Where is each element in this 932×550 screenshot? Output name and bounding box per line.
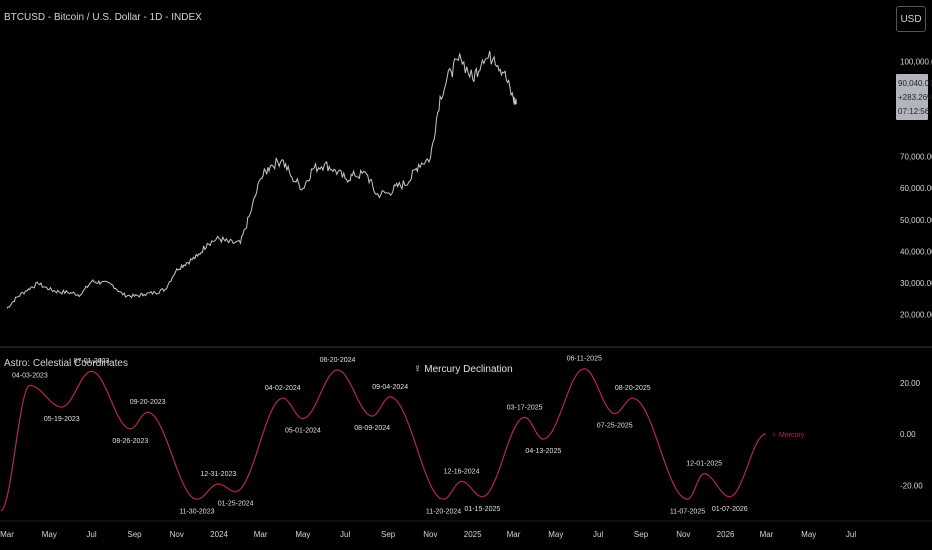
price-tick-label: 50,000.00 — [900, 216, 932, 225]
extremum-label: 12-01-2025 — [686, 461, 722, 468]
x-tick-label: Sep — [634, 530, 649, 539]
x-tick-label: May — [801, 530, 816, 539]
series-end-label: ☿ Mercury — [772, 432, 805, 439]
extremum-label: 04-03-2023 — [12, 372, 48, 379]
x-tick-label: May — [42, 530, 57, 539]
price-tick-label: 70,000.00 — [900, 153, 932, 162]
x-tick-label: 2024 — [210, 530, 228, 539]
extremum-label: 09-20-2023 — [130, 399, 166, 406]
extremum-label: 08-20-2025 — [615, 385, 651, 392]
x-tick-label: 2025 — [464, 530, 482, 539]
extremum-label: 01-07-2026 — [712, 506, 748, 513]
indicator-tick-label: -20.00 — [900, 481, 923, 490]
x-tick-label: Nov — [676, 530, 690, 539]
extremum-label: 11-30-2023 — [179, 508, 214, 515]
extremum-label: 04-13-2025 — [525, 448, 561, 455]
x-tick-label: Jul — [86, 530, 96, 539]
price-tick-label: 20,000.00 — [900, 311, 932, 320]
x-tick-label: May — [295, 530, 310, 539]
indicator-tick-label: 20.00 — [900, 379, 921, 388]
price-badge-box — [896, 74, 928, 120]
indicator-name: ☿ Mercury Declination — [414, 364, 513, 375]
extremum-label: 07-01-2023 — [74, 358, 110, 365]
price-tick-label: 30,000.00 — [900, 279, 932, 288]
price-tick-label: 40,000.00 — [900, 247, 932, 256]
price-badge-change: +283.26% — [898, 93, 932, 102]
extremum-label: 07-25-2025 — [597, 423, 633, 430]
extremum-label: 12-31-2023 — [200, 471, 236, 478]
extremum-label: 03-17-2025 — [507, 404, 543, 411]
price-badge-price: 90,040.01 — [898, 79, 932, 88]
indicator-series-line — [0, 368, 766, 512]
price-badge: 90,040.01 +283.26% 07:12:56 — [896, 74, 932, 120]
indicator-pane: 04-03-2023 05-19-2023 07-01-2023 08-26-2023… — [0, 356, 805, 515]
extremum-label: 11-20-2024 — [426, 508, 461, 515]
extremum-label: 12-16-2024 — [444, 468, 480, 475]
x-tick-label: Mar — [254, 530, 268, 539]
extremum-label: 08-09-2024 — [354, 425, 390, 432]
extremum-label: 05-01-2024 — [285, 428, 321, 435]
indicator-tick-label: 0.00 — [900, 430, 916, 439]
extremum-label: 04-02-2024 — [265, 385, 301, 392]
extremum-label: 09-04-2024 — [372, 384, 408, 391]
price-tick-label: 100,000.00 — [900, 58, 932, 67]
x-tick-label: May — [548, 530, 563, 539]
x-tick-label: Mar — [760, 530, 774, 539]
extremum-label: 06-11-2025 — [567, 356, 602, 363]
x-tick-label: Nov — [170, 530, 184, 539]
x-tick-label: Jul — [340, 530, 350, 539]
indicator-title: Astro: Celestial Coordinates — [4, 358, 128, 369]
extremum-label: 08-26-2023 — [112, 438, 148, 445]
extremum-label: 06-20-2024 — [320, 357, 356, 364]
x-tick-label: Nov — [423, 530, 437, 539]
price-tick-label: 60,000.00 — [900, 184, 932, 193]
x-tick-label: Jul — [846, 530, 856, 539]
price-series-line — [6, 50, 517, 309]
x-tick-label: 2026 — [717, 530, 735, 539]
price-pane — [6, 50, 517, 309]
x-tick-label: Mar — [0, 530, 14, 539]
symbol-title: BTCUSD - Bitcoin / U.S. Dollar - 1D - IN… — [4, 12, 202, 23]
extremum-label: 01-25-2024 — [218, 501, 254, 508]
currency-button[interactable]: USD — [896, 6, 926, 32]
x-tick-label: Jul — [593, 530, 603, 539]
extremum-label: 11-07-2025 — [670, 508, 705, 515]
extremum-label: 05-19-2023 — [44, 416, 80, 423]
x-tick-label: Mar — [507, 530, 521, 539]
extremum-label: 01-15-2025 — [464, 506, 500, 513]
x-tick-label: Sep — [381, 530, 396, 539]
x-tick-label: Sep — [127, 530, 142, 539]
axes: 100,000.00 70,000.00 60,000.00 50,000.00 40,… — [0, 58, 932, 539]
price-badge-countdown: 07:12:56 — [898, 107, 930, 116]
